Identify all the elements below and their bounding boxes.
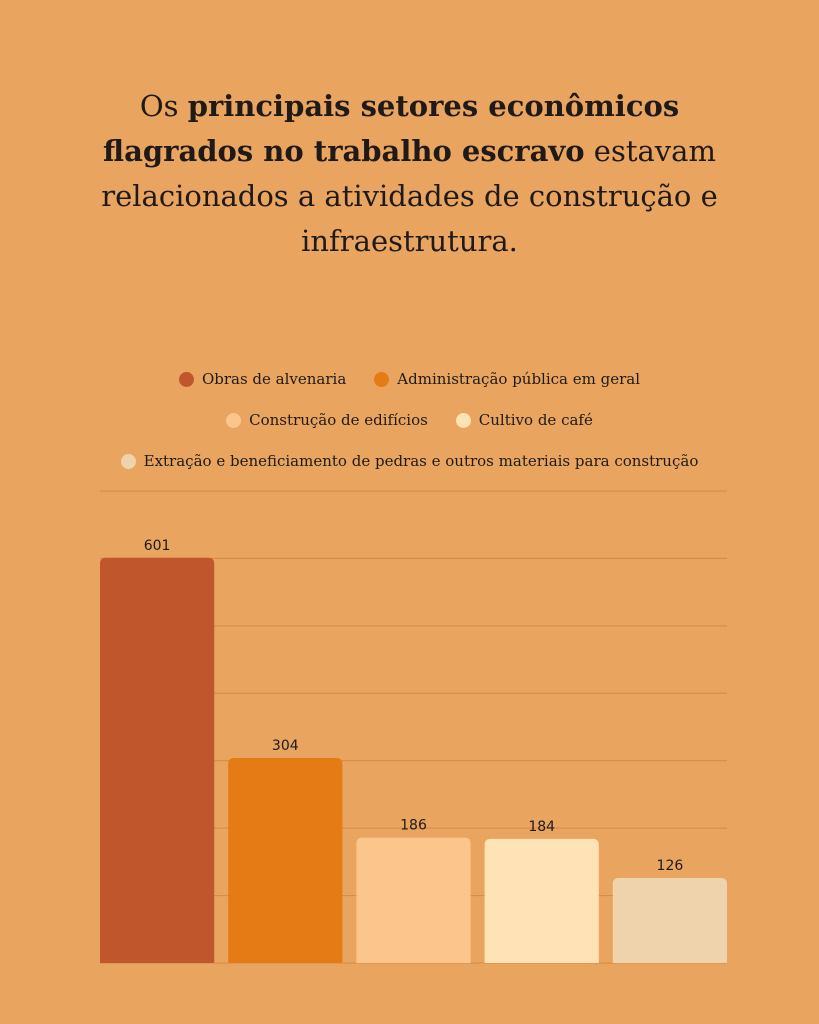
title-bold: principais setores econômicos flagrados … [103, 89, 680, 168]
bar [356, 837, 471, 963]
legend-row-2: Construção de edifícios Cultivo de café [0, 411, 819, 429]
legend-label: Construção de edifícios [249, 411, 428, 429]
legend-item: Construção de edifícios [226, 411, 428, 429]
bar [612, 878, 727, 963]
legend-item: Obras de alvenaria [178, 370, 347, 388]
bar [100, 557, 215, 963]
value-label: 126 [657, 858, 684, 874]
legend-dot-icon [374, 371, 390, 387]
title-pre: Os [139, 89, 188, 123]
value-label: 184 [528, 819, 555, 835]
legend-item: Cultivo de café [455, 411, 593, 429]
legend-dot-icon [226, 412, 242, 428]
legend-label: Extração e beneficiamento de pedras e ou… [143, 452, 699, 470]
bar [228, 758, 343, 963]
legend-label: Cultivo de café [478, 411, 593, 429]
legend-item: Administração pública em geral [374, 370, 640, 388]
value-label: 304 [272, 738, 299, 754]
value-label: 601 [144, 538, 171, 554]
legend-dot-icon [178, 371, 194, 387]
title-post: estavam relacionados a atividades de con… [101, 134, 718, 258]
value-label: 186 [400, 818, 427, 834]
legend-label: Administração pública em geral [397, 370, 641, 388]
legend-row-1: Obras de alvenaria Administração pública… [0, 370, 819, 388]
chart-title: Os principais setores econômicos flagrad… [60, 84, 759, 264]
legend-dot-icon [120, 453, 136, 469]
legend-item: Extração e beneficiamento de pedras e ou… [120, 452, 699, 470]
legend-dot-icon [455, 412, 471, 428]
bar [484, 838, 599, 963]
legend-row-3: Extração e beneficiamento de pedras e ou… [0, 452, 819, 470]
legend-label: Obras de alvenaria [201, 370, 347, 388]
